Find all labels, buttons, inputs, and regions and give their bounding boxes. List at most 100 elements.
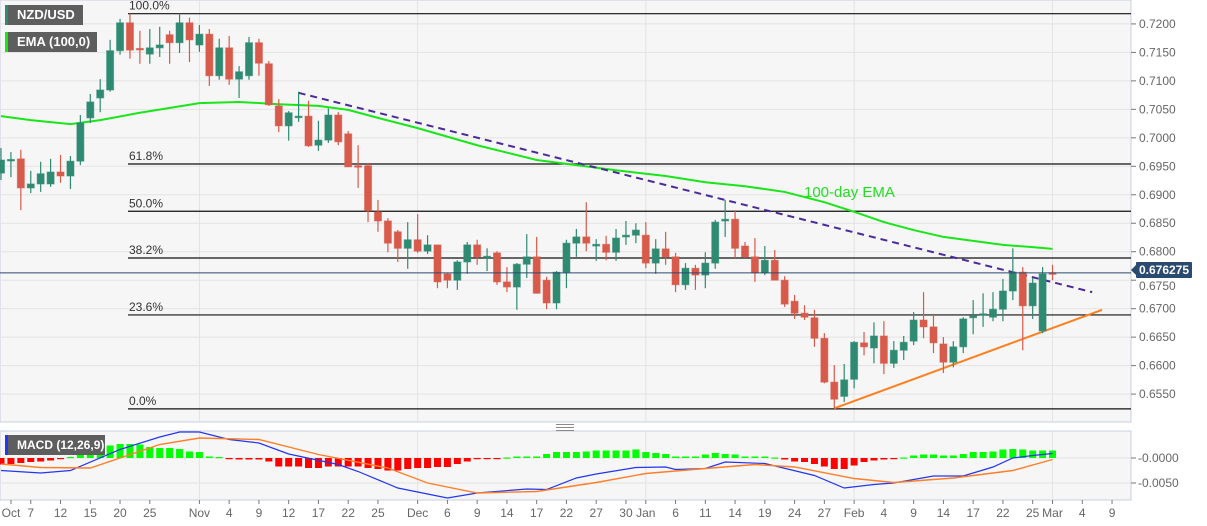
candle — [0, 148, 5, 180]
macd-histogram-bar — [939, 455, 947, 458]
macd-histogram-bar — [592, 450, 600, 458]
candle-body — [46, 171, 55, 185]
macd-histogram-bar — [582, 451, 590, 458]
candle-body — [850, 341, 859, 380]
macd-histogram-bar — [791, 458, 799, 462]
date-tick-label: 12 — [282, 506, 296, 520]
macd-histogram-bar — [711, 453, 719, 458]
candle — [949, 341, 958, 368]
candle-body — [979, 313, 988, 316]
price-tick-label: 0.6600 — [1139, 359, 1176, 373]
date-tick-label: 9 — [256, 506, 263, 520]
candle-body — [612, 237, 621, 253]
symbol-legend[interactable]: NZD/USD — [5, 5, 83, 25]
candle — [215, 38, 224, 80]
candle-body — [76, 122, 85, 162]
candle — [899, 336, 908, 360]
date-tick-label: 12 — [54, 506, 68, 520]
date-tick-label: 25 — [371, 506, 385, 520]
candle-body — [175, 22, 184, 44]
candle-body — [760, 259, 769, 274]
macd-histogram-bar — [533, 456, 541, 458]
candle-body — [572, 236, 581, 244]
candle — [66, 156, 75, 190]
candle-body — [1018, 271, 1027, 307]
pane-resize-handle[interactable] — [556, 424, 574, 432]
candle — [423, 235, 432, 254]
macd-histogram-bar — [801, 458, 809, 462]
macd-histogram-bar — [632, 449, 640, 458]
macd-histogram-bar — [662, 454, 670, 458]
candle — [473, 239, 482, 265]
candle — [16, 149, 25, 211]
candle-body — [195, 33, 204, 46]
candle-body — [106, 50, 115, 91]
ema-annotation: 100-day EMA — [804, 184, 895, 201]
candle — [780, 276, 789, 307]
candle-body — [701, 262, 710, 276]
macd-histogram-bar — [463, 458, 471, 462]
macd-plot-area[interactable] — [0, 430, 1132, 501]
candle-body — [602, 243, 611, 253]
date-tick-label: 17 — [966, 506, 980, 520]
macd-tick-label: -0.0050 — [1138, 476, 1179, 490]
candle-body — [552, 271, 561, 304]
price-axis[interactable]: 0.7200 0.7150 0.7100 0.7050 0.7000 0.6950 0.69… — [1131, 17, 1176, 401]
date-axis[interactable]: Oct 7 12 15 20 25 Nov 4 9 12 17 22 25 Dec 6 9 14 17 22 27 30… — [2, 500, 1116, 520]
macd-histogram-bar — [314, 458, 322, 468]
macd-histogram-bar — [562, 452, 570, 458]
candle — [532, 236, 541, 294]
macd-histogram-bar — [344, 458, 352, 467]
candle-body — [721, 218, 730, 222]
candle — [264, 60, 273, 106]
macd-histogram-bar — [1049, 450, 1057, 458]
candle — [344, 130, 353, 168]
candle — [542, 276, 551, 310]
candle-body — [502, 281, 511, 288]
date-tick-label: 4 — [881, 506, 888, 520]
candle — [741, 242, 749, 258]
macd-histogram-bar — [761, 456, 769, 458]
candle — [612, 228, 621, 261]
macd-histogram-bar — [910, 455, 918, 458]
candle — [721, 199, 730, 237]
macd-histogram-bar — [7, 458, 15, 464]
candle-body — [125, 22, 134, 51]
macd-legend[interactable]: MACD (12,26,9) — [5, 435, 105, 455]
candle — [36, 161, 45, 192]
macd-histogram-bar — [1019, 449, 1027, 458]
candle — [602, 235, 611, 261]
date-tick-label: 20 — [113, 506, 127, 520]
candle — [681, 263, 690, 290]
candle-body — [1028, 282, 1037, 307]
candle — [56, 154, 65, 183]
candle — [1028, 277, 1037, 319]
macd-histogram-bar — [404, 458, 412, 469]
macd-histogram-bar — [384, 458, 392, 471]
candle — [483, 248, 492, 272]
candle — [651, 239, 660, 274]
macd-histogram-bar — [156, 448, 164, 458]
date-tick-label: 17 — [312, 506, 326, 520]
macd-histogram-bar — [741, 456, 749, 458]
ema-legend[interactable]: EMA (100,0) — [5, 32, 97, 52]
macd-histogram-bar — [334, 458, 342, 467]
price-tick-label: 0.6750 — [1139, 279, 1176, 293]
fib-label: 0.0% — [129, 394, 157, 408]
candle-body — [145, 47, 154, 55]
candle-body — [860, 342, 869, 348]
macd-histogram-bar — [483, 458, 491, 460]
macd-histogram-bar — [900, 457, 908, 459]
candle-body — [66, 160, 75, 177]
price-tick-label: 0.6950 — [1139, 159, 1176, 173]
date-tick-label: Mar — [1042, 506, 1063, 520]
candle-body — [731, 218, 740, 249]
candle-body — [989, 308, 997, 318]
candle — [403, 222, 412, 269]
date-tick-label: 6 — [444, 506, 451, 520]
candle — [850, 341, 859, 389]
candle-body — [879, 335, 888, 364]
fib-label: 100.0% — [129, 0, 170, 13]
candle — [701, 252, 710, 289]
